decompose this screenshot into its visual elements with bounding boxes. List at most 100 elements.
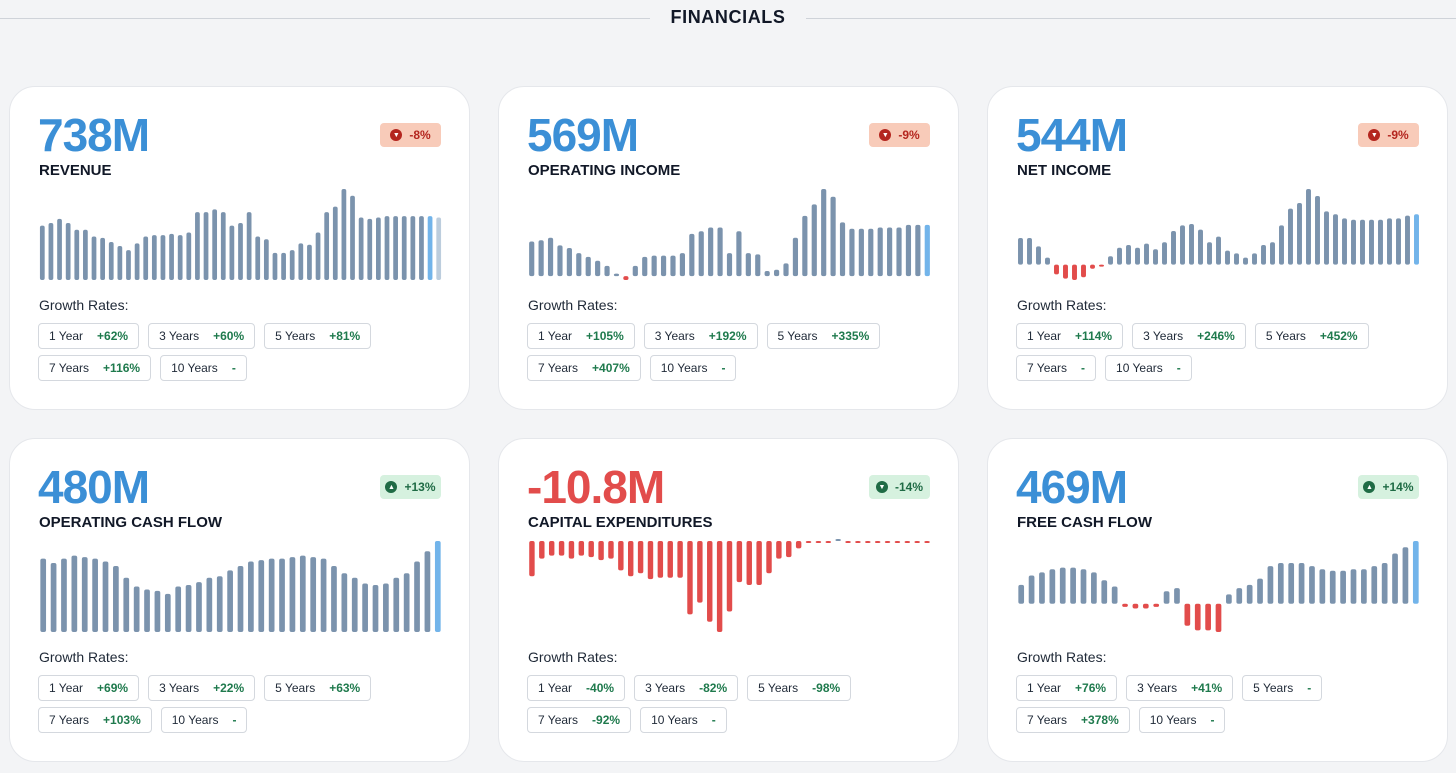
chart-bar[interactable]: [764, 271, 770, 277]
chart-bar[interactable]: [1267, 566, 1274, 604]
chart-bar[interactable]: [248, 561, 254, 632]
chart-bar[interactable]: [113, 565, 119, 632]
negative-bar[interactable]: [1054, 264, 1059, 275]
chart-bar[interactable]: [419, 216, 424, 280]
chart-bar[interactable]: [1315, 196, 1320, 265]
growth-rate-pill[interactable]: 5 Years -98%: [747, 675, 852, 701]
chart-bar[interactable]: [1369, 219, 1374, 265]
chart-bar[interactable]: [331, 565, 337, 632]
growth-rate-pill[interactable]: 3 Years +246%: [1132, 323, 1246, 349]
growth-rate-pill[interactable]: 7 Years +407%: [527, 355, 641, 381]
chart-bar[interactable]: [905, 224, 912, 277]
chart-bar[interactable]: [1270, 242, 1275, 265]
chart-bar[interactable]: [585, 256, 591, 277]
chart-bar[interactable]: [50, 563, 57, 632]
chart-bar[interactable]: [1236, 588, 1243, 604]
chart-bar[interactable]: [576, 253, 582, 277]
chart-bar[interactable]: [613, 273, 620, 277]
chart-bar[interactable]: [92, 558, 98, 632]
chart-bar[interactable]: [1381, 562, 1388, 604]
chart-bar[interactable]: [332, 206, 338, 280]
chart-bar[interactable]: [1080, 569, 1087, 604]
chart-bar[interactable]: [1117, 247, 1122, 265]
negative-bar[interactable]: [618, 541, 624, 571]
chart-bar[interactable]: [216, 576, 223, 632]
chart-bar[interactable]: [367, 218, 373, 280]
chart-bar[interactable]: [117, 246, 123, 280]
chart-bar[interactable]: [1070, 567, 1076, 604]
chart-bar[interactable]: [1135, 247, 1140, 265]
chart-bar[interactable]: [427, 216, 433, 280]
chart-bar[interactable]: [1163, 591, 1170, 604]
chart-bar[interactable]: [632, 265, 638, 277]
chart-bar[interactable]: [708, 227, 714, 277]
chart-bar[interactable]: [1319, 569, 1326, 604]
chart-bar[interactable]: [315, 232, 321, 280]
chart-bar[interactable]: [410, 216, 416, 280]
negative-bar[interactable]: [687, 541, 693, 615]
growth-rate-pill[interactable]: 10 Years -: [1138, 707, 1226, 733]
negative-bar[interactable]: [1122, 603, 1128, 607]
chart-bar[interactable]: [604, 265, 610, 277]
chart-bar[interactable]: [74, 229, 80, 280]
chart-bar[interactable]: [1171, 231, 1176, 265]
chart-bar[interactable]: [1207, 242, 1212, 265]
chart-bar[interactable]: [1351, 219, 1356, 265]
chart-bar[interactable]: [1018, 238, 1023, 265]
growth-rate-pill[interactable]: 3 Years +22%: [148, 675, 256, 701]
chart-bar[interactable]: [1342, 218, 1347, 265]
chart-bar[interactable]: [868, 228, 874, 277]
growth-rate-pill[interactable]: 7 Years -: [1016, 355, 1097, 381]
negative-bar[interactable]: [548, 541, 555, 556]
chart-bar[interactable]: [698, 231, 704, 277]
chart-bar[interactable]: [1174, 588, 1180, 604]
chart-bar[interactable]: [133, 586, 140, 633]
chart-bar[interactable]: [1226, 594, 1232, 604]
negative-bar[interactable]: [647, 541, 654, 580]
growth-rate-pill[interactable]: 3 Years -82%: [634, 675, 739, 701]
chart-bar[interactable]: [1091, 572, 1097, 604]
negative-bar[interactable]: [924, 541, 930, 543]
negative-bar[interactable]: [707, 541, 713, 622]
negative-bar[interactable]: [588, 541, 594, 558]
chart-bar[interactable]: [185, 585, 192, 632]
chart-bar[interactable]: [1340, 570, 1346, 604]
chart-bar[interactable]: [547, 237, 554, 277]
chart-bar[interactable]: [40, 558, 47, 632]
chart-bar[interactable]: [81, 557, 88, 632]
chart-bar[interactable]: [538, 240, 544, 277]
negative-bar[interactable]: [1132, 603, 1139, 609]
growth-rate-pill[interactable]: 10 Years -: [160, 707, 248, 733]
chart-bar[interactable]: [858, 228, 864, 277]
chart-bar[interactable]: [924, 224, 930, 277]
chart-bar[interactable]: [195, 212, 200, 280]
negative-bar[interactable]: [1081, 264, 1086, 278]
chart-bar[interactable]: [48, 222, 54, 280]
chart-bar[interactable]: [1111, 586, 1118, 604]
negative-bar[interactable]: [756, 541, 762, 586]
chart-bar[interactable]: [1234, 253, 1239, 265]
chart-bar[interactable]: [1216, 236, 1221, 265]
chart-bar[interactable]: [175, 586, 182, 633]
chart-bar[interactable]: [160, 235, 166, 280]
chart-bar[interactable]: [1298, 562, 1305, 604]
chart-bar[interactable]: [83, 229, 88, 280]
chart-bar[interactable]: [774, 269, 780, 277]
chart-bar[interactable]: [206, 577, 213, 632]
chart-bar[interactable]: [383, 583, 389, 632]
negative-bar[interactable]: [677, 541, 683, 578]
chart-bar[interactable]: [1045, 257, 1050, 265]
chart-bar[interactable]: [341, 189, 347, 280]
growth-rate-pill[interactable]: 10 Years -: [160, 355, 247, 381]
negative-bar[interactable]: [623, 276, 629, 280]
chart-bar[interactable]: [436, 217, 442, 280]
negative-bar[interactable]: [598, 541, 604, 561]
negative-bar[interactable]: [726, 541, 733, 612]
chart-bar[interactable]: [1144, 243, 1149, 265]
chart-bar[interactable]: [134, 243, 140, 280]
negative-bar[interactable]: [1072, 264, 1077, 280]
chart-bar[interactable]: [1261, 245, 1266, 265]
chart-bar[interactable]: [1333, 214, 1338, 265]
negative-bar[interactable]: [1184, 603, 1191, 626]
negative-bar[interactable]: [716, 541, 723, 632]
